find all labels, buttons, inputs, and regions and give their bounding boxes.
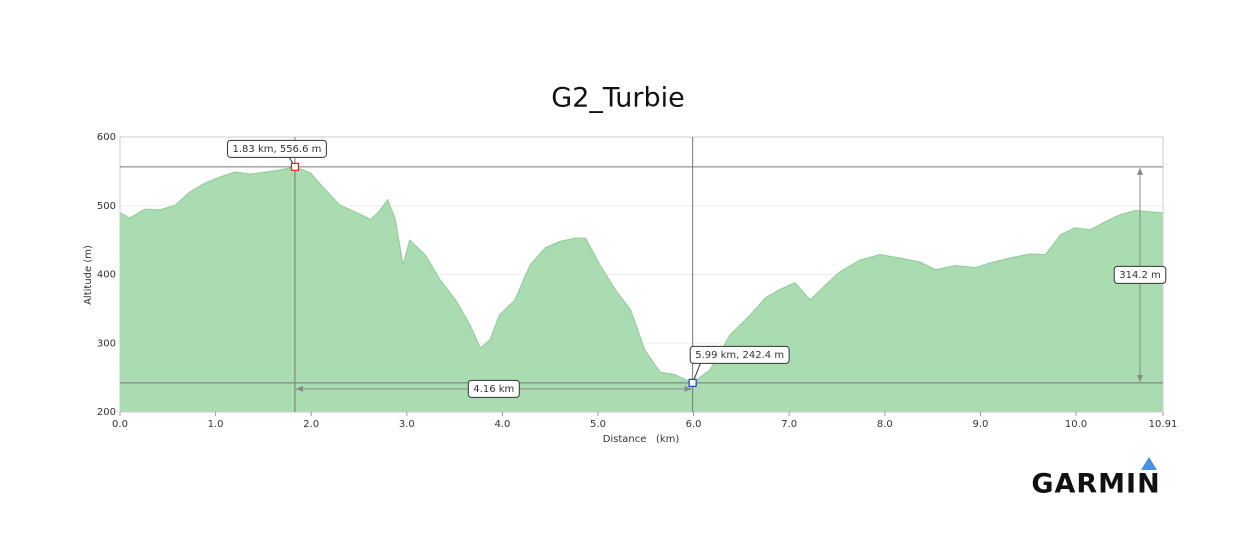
- x-tick-label: 3.0: [399, 419, 415, 430]
- x-tick-label: 9.0: [972, 419, 988, 430]
- x-tick-label: 7.0: [781, 419, 797, 430]
- area-line: [119, 166, 1163, 384]
- altitude-label: 314.2 m: [1119, 270, 1161, 281]
- x-tick-label: 6.0: [686, 419, 702, 430]
- x-tick-label: 10.0: [1065, 419, 1087, 430]
- x-tick-label: 0.0: [112, 419, 128, 430]
- marker: [688, 378, 697, 387]
- y-tick-label: 500: [97, 201, 116, 212]
- x-tick-label: 4.0: [494, 419, 510, 430]
- marker-label-box: [227, 139, 327, 158]
- x-tick-label: 5.0: [590, 419, 606, 430]
- y-axis-label: Altitude (m): [83, 245, 94, 305]
- distance-label-box: [467, 379, 520, 398]
- y-tick-label: 400: [97, 270, 116, 281]
- distance-label: 4.16 km: [473, 384, 514, 395]
- x-axis-label: Distance (km): [603, 434, 680, 445]
- y-tick-label: 600: [97, 132, 116, 143]
- chart-title: G2_Turbie: [551, 83, 684, 114]
- x-tick-label: 2.0: [303, 419, 319, 430]
- y-tick-label: 200: [97, 407, 116, 418]
- y-tick-label: 300: [97, 338, 116, 349]
- x-tick-label: 1.0: [208, 419, 224, 430]
- x-tick-label: 10.91: [1149, 419, 1178, 430]
- brand-logo: GARMIN: [1031, 469, 1160, 500]
- marker-label: 5.99 km, 242.4 m: [695, 350, 784, 361]
- brand-triangle: [1141, 457, 1157, 470]
- marker-label: 1.83 km, 556.6 m: [233, 144, 322, 155]
- marker-label-box: [689, 345, 790, 364]
- area: [120, 166, 1163, 412]
- marker: [290, 162, 300, 171]
- altitude-label-box: [1113, 265, 1167, 284]
- x-tick-label: 8.0: [877, 419, 893, 430]
